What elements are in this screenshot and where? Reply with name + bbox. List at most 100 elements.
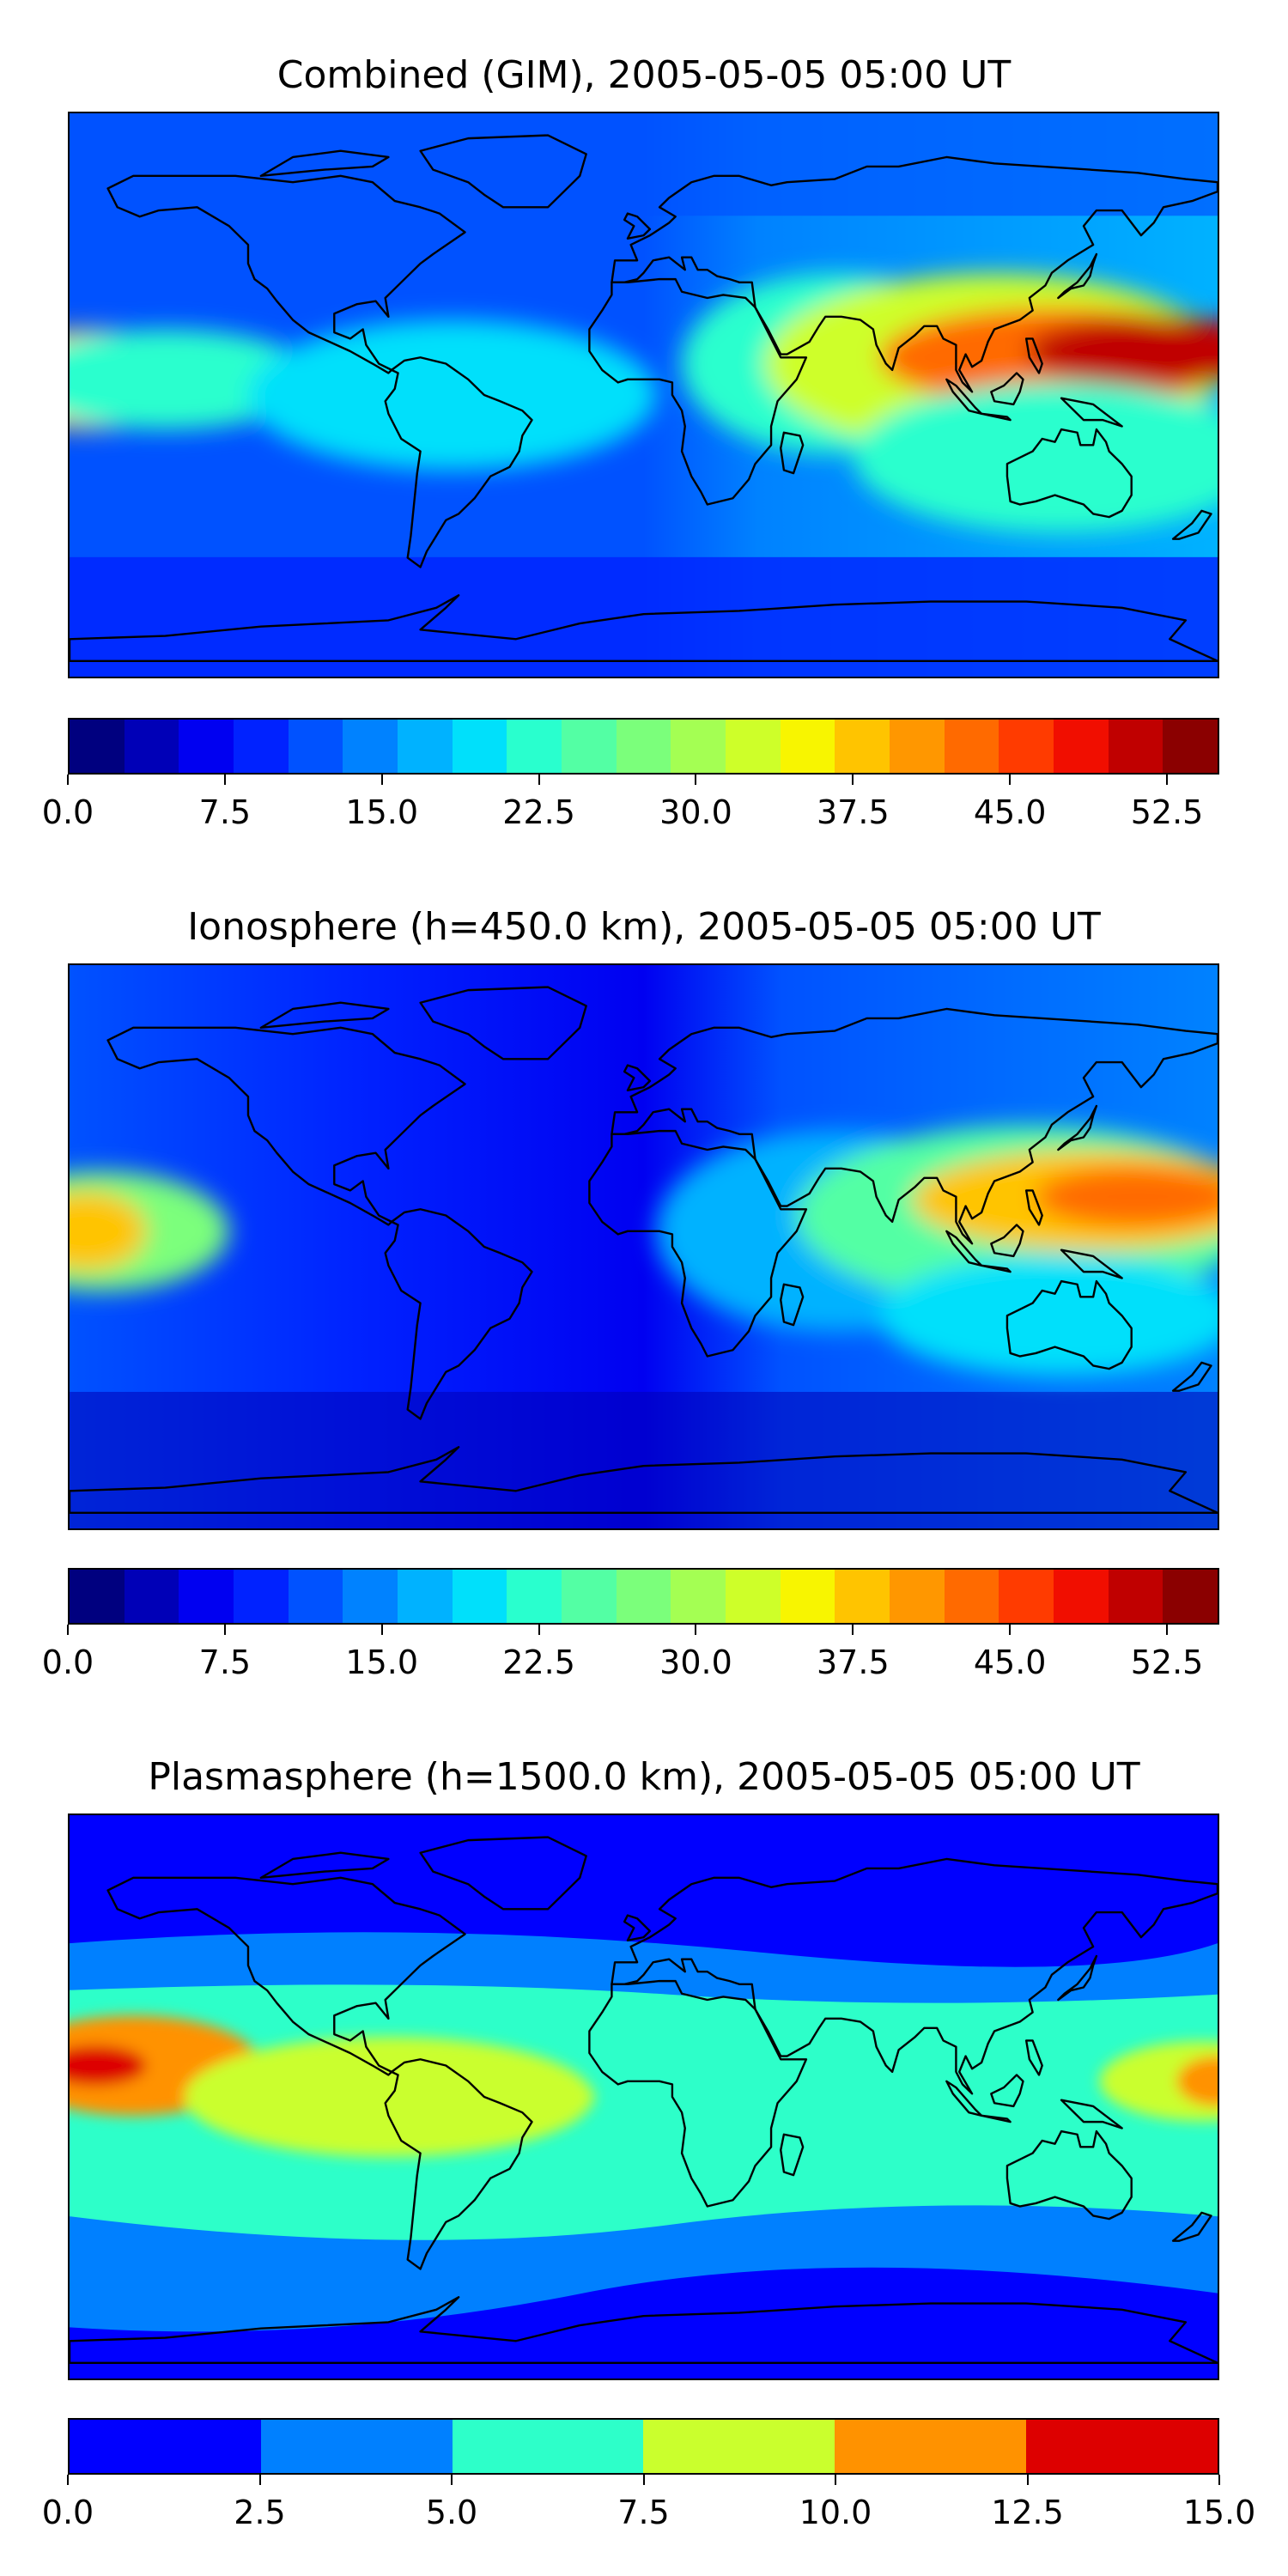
colorbar-segment bbox=[124, 1570, 179, 1623]
colorbar-segment bbox=[835, 2420, 1027, 2473]
coastline bbox=[623, 212, 652, 240]
coastline bbox=[106, 1026, 466, 1226]
panel-3-coastlines bbox=[70, 1836, 1218, 2365]
colorbar-segment bbox=[1108, 720, 1163, 773]
colorbar-segment bbox=[452, 1570, 507, 1623]
colorbar-segment bbox=[616, 1570, 671, 1623]
panel-1-map bbox=[68, 112, 1219, 678]
colorbar-segment bbox=[260, 2420, 453, 2473]
panel-2-map-svg bbox=[70, 965, 1218, 1528]
colorbar-tick-mark bbox=[1009, 1625, 1012, 1635]
colorbar-tick-mark bbox=[67, 1625, 69, 1635]
coastline bbox=[1171, 509, 1212, 540]
colorbar-tick-label: 37.5 bbox=[817, 793, 890, 831]
colorbar-tick-label: 52.5 bbox=[1130, 793, 1204, 831]
colorbar-segment bbox=[1054, 720, 1109, 773]
colorbar-segment bbox=[999, 1570, 1054, 1623]
coastline bbox=[623, 1914, 652, 1942]
field-contour-blob bbox=[532, 2076, 595, 2117]
field-contour-blob bbox=[879, 1255, 1218, 1376]
coastline bbox=[1057, 1954, 1098, 2002]
field-contour-blob bbox=[854, 382, 1218, 533]
colorbar-tick-label: 0.0 bbox=[41, 2494, 94, 2531]
colorbar-segment bbox=[890, 1570, 945, 1623]
coastline bbox=[1060, 397, 1123, 428]
colorbar-tick-mark bbox=[538, 1625, 540, 1635]
colorbar-tick-mark bbox=[380, 775, 383, 785]
colorbar-segment bbox=[999, 720, 1054, 773]
panel-2-title: Ionosphere (h=450.0 km), 2005-05-05 05:0… bbox=[187, 905, 1101, 949]
coastline bbox=[1005, 1279, 1133, 1370]
coastline bbox=[611, 1007, 1218, 1245]
colorbar-tick-mark bbox=[1218, 2475, 1220, 2485]
colorbar-tick-label: 0.0 bbox=[41, 1643, 94, 1681]
coastline bbox=[419, 986, 587, 1060]
field-contour-blob bbox=[70, 2045, 147, 2086]
coastline bbox=[980, 2114, 1012, 2123]
coastline bbox=[1024, 2039, 1043, 2076]
colorbar-tick-mark bbox=[67, 2475, 69, 2485]
panel-1-coastlines bbox=[70, 134, 1218, 663]
colorbar-segment bbox=[726, 720, 781, 773]
coastline bbox=[1057, 1104, 1098, 1151]
colorbar-tick-mark bbox=[852, 1625, 854, 1635]
colorbar-tick-label: 7.5 bbox=[198, 793, 252, 831]
colorbar-tick-label: 22.5 bbox=[502, 793, 575, 831]
field-contour-blob bbox=[247, 319, 657, 471]
panel-2-colorbar-ticks: 0.0 7.5 15.0 22.5 30.0 37.5 45.0 52.5 bbox=[42, 1625, 1219, 1681]
panel-3-colorbar bbox=[68, 2418, 1219, 2475]
colorbar-tick-label: 15.0 bbox=[1182, 2494, 1256, 2531]
colorbar-tick-label: 52.5 bbox=[1130, 1643, 1204, 1681]
colorbar-segment bbox=[398, 1570, 453, 1623]
colorbar-segment bbox=[1163, 1570, 1218, 1623]
colorbar-segment bbox=[562, 1570, 617, 1623]
field-contour-blob bbox=[70, 1191, 147, 1272]
colorbar-segment bbox=[452, 720, 507, 773]
coastline bbox=[990, 1224, 1024, 1258]
colorbar-segment bbox=[1163, 720, 1218, 773]
colorbar-tick-mark bbox=[1166, 775, 1169, 785]
coastline bbox=[588, 1129, 808, 1358]
coastline bbox=[611, 1857, 1218, 2095]
panel-3-colorbar-ticks: 0.0 2.5 5.0 7.5 10.0 12.5 15.0 bbox=[42, 2475, 1255, 2531]
colorbar-segment bbox=[124, 720, 179, 773]
colorbar-segment bbox=[562, 720, 617, 773]
colorbar-segment bbox=[671, 720, 726, 773]
colorbar-segment bbox=[1054, 1570, 1109, 1623]
coastline bbox=[419, 1836, 587, 1911]
colorbar-tick-label: 37.5 bbox=[817, 1643, 890, 1681]
coastline bbox=[780, 431, 805, 475]
coastline bbox=[259, 1001, 390, 1030]
colorbar-segment bbox=[507, 1570, 562, 1623]
colorbar-tick-label: 2.5 bbox=[234, 2494, 286, 2531]
colorbar-tick-label: 12.5 bbox=[991, 2494, 1064, 2531]
panel-2-south-band bbox=[70, 1391, 1218, 1528]
colorbar-segment bbox=[288, 1570, 343, 1623]
colorbar-segment bbox=[234, 720, 289, 773]
panel-1-colorbar bbox=[68, 718, 1219, 775]
colorbar-tick-mark bbox=[380, 1625, 383, 1635]
colorbar-segment bbox=[643, 2420, 835, 2473]
colorbar-tick-mark bbox=[1009, 775, 1012, 785]
colorbar-tick-mark bbox=[835, 2475, 836, 2485]
colorbar-segment bbox=[944, 1570, 999, 1623]
colorbar-segment bbox=[452, 2420, 644, 2473]
panel-2-coastlines bbox=[70, 986, 1218, 1515]
panel-3-map bbox=[68, 1814, 1219, 2380]
panel-3-map-svg bbox=[70, 1815, 1218, 2379]
field-contour-blob bbox=[1026, 316, 1218, 386]
panel-1-north-band bbox=[70, 113, 1218, 216]
panel-3-title: Plasmasphere (h=1500.0 km), 2005-05-05 0… bbox=[148, 1755, 1140, 1799]
coastline bbox=[419, 134, 587, 209]
coastline bbox=[980, 412, 1012, 422]
colorbar-segment bbox=[726, 1570, 781, 1623]
colorbar-segment bbox=[179, 1570, 234, 1623]
panel-2-map bbox=[68, 963, 1219, 1530]
coastline bbox=[1024, 1189, 1043, 1226]
colorbar-segment bbox=[507, 720, 562, 773]
panel-1-map-svg bbox=[70, 113, 1218, 677]
coastline bbox=[384, 356, 533, 568]
colorbar-tick-mark bbox=[695, 1625, 697, 1635]
colorbar-segment bbox=[835, 1570, 890, 1623]
colorbar-segment bbox=[671, 1570, 726, 1623]
